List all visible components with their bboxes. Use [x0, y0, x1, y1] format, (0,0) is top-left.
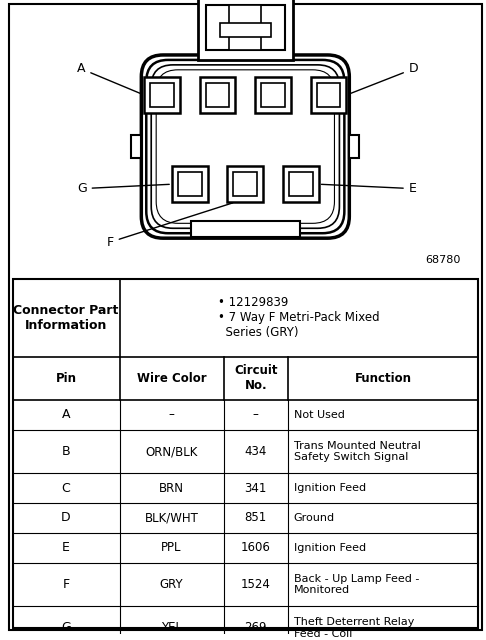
- Text: BRN: BRN: [159, 482, 184, 495]
- Text: Theft Deterrent Relay
Feed - Coil: Theft Deterrent Relay Feed - Coil: [294, 617, 414, 639]
- Text: 1606: 1606: [241, 541, 271, 554]
- Text: –: –: [253, 408, 259, 422]
- Bar: [178, 172, 202, 196]
- FancyBboxPatch shape: [146, 60, 345, 233]
- Bar: [150, 83, 174, 107]
- Bar: [261, 83, 285, 107]
- FancyBboxPatch shape: [151, 65, 339, 228]
- Text: Pin: Pin: [55, 372, 77, 385]
- Text: Wire Color: Wire Color: [137, 372, 207, 385]
- Text: Ignition Feed: Ignition Feed: [294, 543, 366, 553]
- Text: 269: 269: [244, 621, 267, 634]
- Text: G: G: [61, 621, 71, 634]
- Text: PPL: PPL: [161, 541, 182, 554]
- Bar: [172, 166, 208, 202]
- Text: 434: 434: [244, 445, 267, 458]
- Text: 341: 341: [244, 482, 267, 495]
- Bar: [144, 77, 180, 113]
- Bar: [349, 134, 359, 159]
- Text: Trans Mounted Neutral
Safety Switch Signal: Trans Mounted Neutral Safety Switch Sign…: [294, 441, 421, 462]
- Bar: [131, 134, 141, 159]
- Bar: [311, 77, 347, 113]
- FancyBboxPatch shape: [141, 55, 349, 238]
- Bar: [206, 83, 229, 107]
- Text: D: D: [349, 62, 418, 94]
- Bar: [200, 77, 235, 113]
- Text: YEL: YEL: [161, 621, 182, 634]
- Text: Not Used: Not Used: [294, 410, 345, 420]
- Bar: [289, 172, 312, 196]
- Text: 1524: 1524: [241, 578, 271, 591]
- Text: –: –: [169, 408, 174, 422]
- Text: D: D: [61, 511, 71, 524]
- Bar: [317, 83, 340, 107]
- Bar: [229, 6, 261, 50]
- Text: F: F: [106, 203, 233, 248]
- Bar: [255, 77, 291, 113]
- Bar: [13, 279, 478, 628]
- Bar: [227, 166, 263, 202]
- Text: F: F: [63, 578, 69, 591]
- Text: Function: Function: [354, 372, 412, 385]
- Bar: [283, 166, 319, 202]
- Text: B: B: [62, 445, 70, 458]
- Text: Circuit
No.: Circuit No.: [234, 364, 278, 392]
- Text: GRY: GRY: [160, 578, 183, 591]
- Text: ORN/BLK: ORN/BLK: [145, 445, 198, 458]
- Text: A: A: [62, 408, 70, 422]
- Text: Connector Part
Information: Connector Part Information: [13, 304, 119, 332]
- Bar: [198, 0, 293, 60]
- FancyBboxPatch shape: [156, 70, 334, 223]
- Text: • 12129839
• 7 Way F Metri-Pack Mixed
  Series (GRY): • 12129839 • 7 Way F Metri-Pack Mixed Se…: [218, 296, 380, 339]
- Text: Ignition Feed: Ignition Feed: [294, 483, 366, 493]
- Bar: [191, 221, 300, 237]
- Text: G: G: [77, 182, 169, 195]
- Bar: [220, 23, 271, 37]
- Text: Ground: Ground: [294, 513, 335, 523]
- Bar: [233, 172, 257, 196]
- Text: 68780: 68780: [425, 255, 460, 266]
- Text: 851: 851: [244, 511, 267, 524]
- Bar: [206, 6, 285, 50]
- Text: E: E: [62, 541, 70, 554]
- Text: Back - Up Lamp Feed -
Monitored: Back - Up Lamp Feed - Monitored: [294, 573, 419, 595]
- Text: A: A: [77, 62, 142, 94]
- Text: BLK/WHT: BLK/WHT: [145, 511, 198, 524]
- Text: E: E: [321, 182, 417, 195]
- Text: C: C: [62, 482, 70, 495]
